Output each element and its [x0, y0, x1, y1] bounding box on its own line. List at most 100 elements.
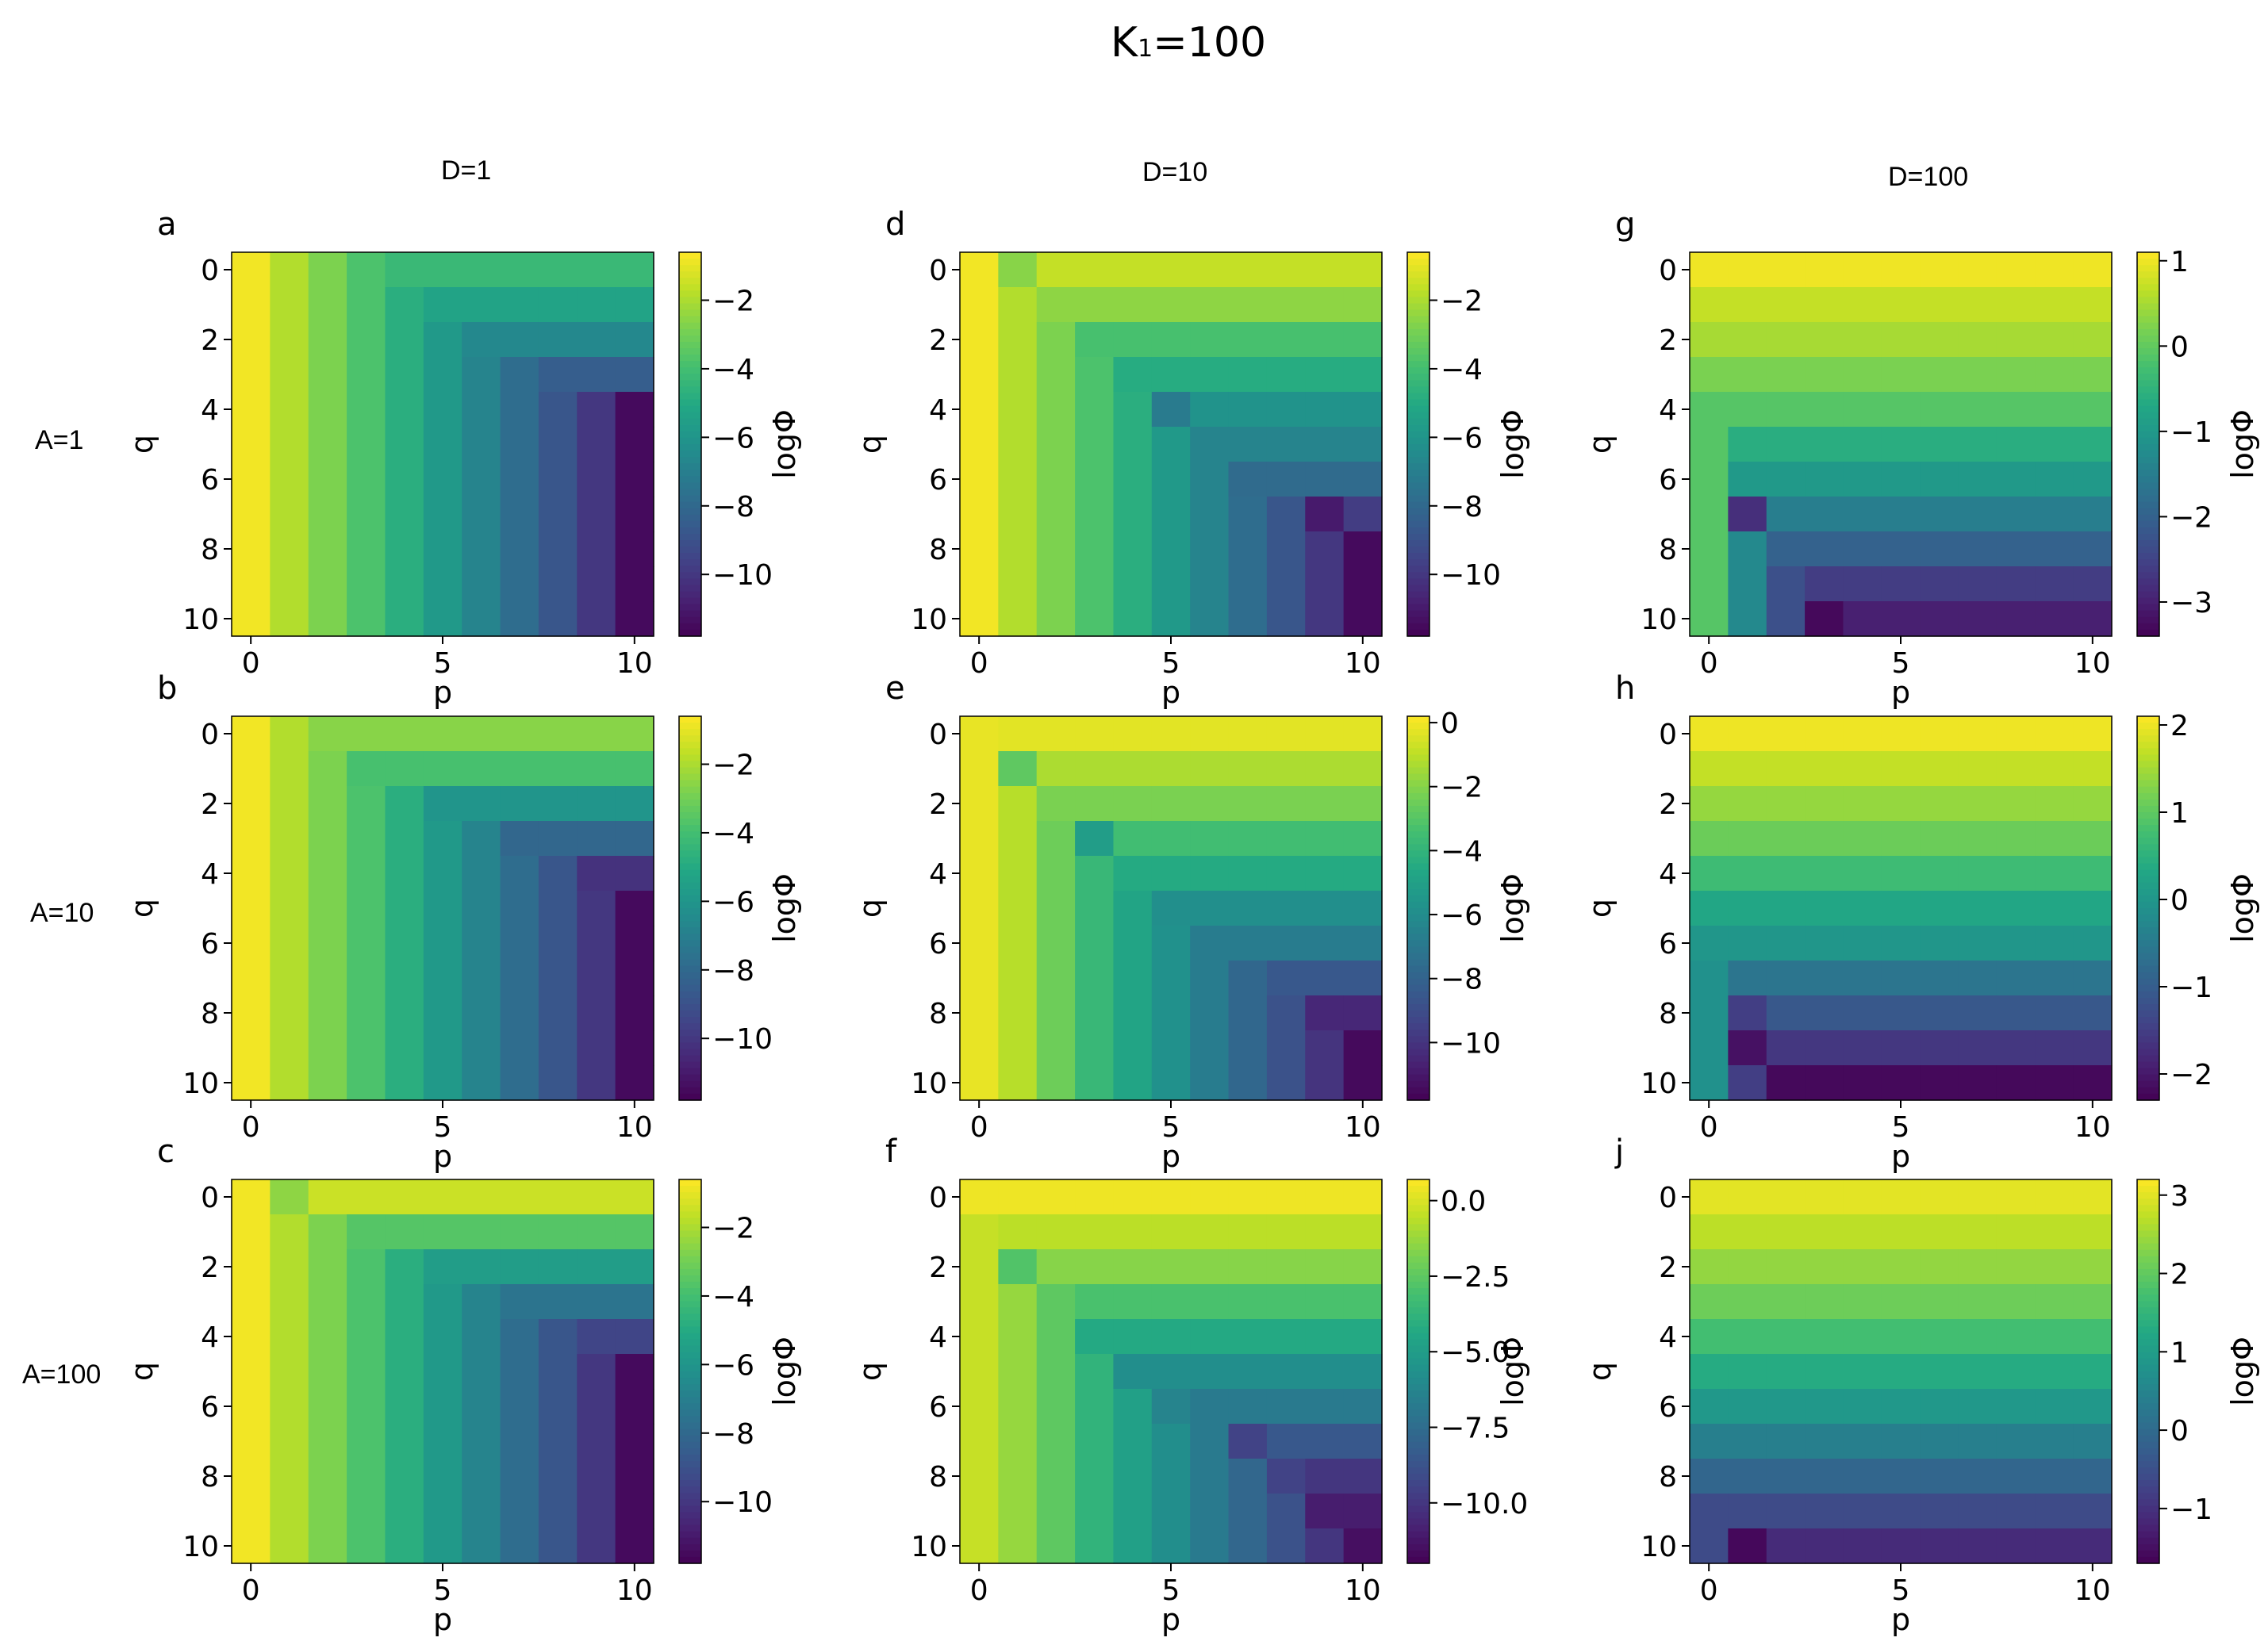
heatmap-cell-c	[308, 1284, 347, 1320]
heatmap-cell-f	[1266, 1179, 1306, 1215]
heatmap-cell-j	[1690, 1284, 1729, 1320]
colorbar-gradient-f	[1407, 1474, 1429, 1481]
heatmap-cell-c	[462, 1179, 501, 1215]
column-title-d100: D=100	[1888, 162, 1969, 192]
heatmap-cell-a	[308, 462, 347, 497]
heatmap-cell-d	[1190, 601, 1230, 637]
colorbar-gradient-b	[679, 946, 701, 954]
heatmap-cell-a	[423, 252, 462, 288]
colorbar-tick-label-e: −6	[1441, 899, 1483, 932]
colorbar-gradient-c	[679, 1345, 701, 1353]
heatmap-cell-a	[538, 252, 578, 288]
colorbar-gradient-j	[2137, 1288, 2159, 1295]
heatmap-cell-j	[1958, 1214, 1997, 1250]
heatmap-cell-d	[1151, 357, 1191, 393]
colorbar-gradient-h	[2137, 792, 2159, 800]
heatmap-cell-e	[1305, 716, 1345, 752]
colorbar-gradient-c	[679, 1282, 701, 1289]
y-tick-label-f: 4	[929, 1321, 947, 1354]
heatmap-cell-g	[1805, 427, 1844, 462]
heatmap-cell-c	[347, 1284, 386, 1320]
colorbar-gradient-b	[679, 831, 701, 838]
colorbar-frame-h	[2136, 715, 2160, 1101]
heatmap-cell-b	[308, 786, 347, 822]
colorbar-gradient-b	[679, 1030, 701, 1037]
heatmap-cell-h	[1843, 1030, 1882, 1066]
heatmap-cell-d	[1266, 392, 1306, 428]
x-tick-label-g: 0	[1700, 647, 1718, 680]
colorbar-gradient-b	[679, 773, 701, 781]
heatmap-cell-g	[1728, 322, 1767, 358]
x-tick-label-j: 5	[1892, 1574, 1910, 1607]
heatmap-cell-f	[1113, 1494, 1153, 1529]
heatmap-cell-c	[347, 1214, 386, 1250]
heatmap-cell-e	[1113, 716, 1153, 752]
heatmap-cell-c	[423, 1389, 462, 1425]
heatmap-cell-h	[1843, 786, 1882, 822]
colorbar-gradient-h	[2137, 946, 2159, 954]
colorbar-tick-label-d: −8	[1441, 491, 1483, 523]
heatmap-cell-a	[385, 252, 424, 288]
heatmap-cell-g	[1920, 531, 1959, 567]
heatmap-cell-d	[1305, 427, 1345, 462]
heatmap-cell-f	[1266, 1284, 1306, 1320]
heatmap-cell-b	[615, 786, 654, 822]
heatmap-cell-j	[1690, 1528, 1729, 1564]
heatmap-cell-c	[462, 1284, 501, 1320]
colorbar-gradient-a	[679, 290, 701, 298]
heatmap-cell-f	[1305, 1389, 1345, 1425]
heatmap-cell-h	[2035, 1030, 2074, 1066]
colorbar-tick-label-j: 3	[2170, 1180, 2189, 1213]
y-tick-label-g: 4	[1659, 394, 1677, 427]
heatmap-cell-d	[1228, 287, 1268, 323]
y-tick-label-a: 2	[201, 324, 219, 357]
y-tick-label-g: 6	[1659, 464, 1677, 497]
heatmap-cell-g	[1690, 427, 1729, 462]
colorbar-gradient-a	[679, 386, 701, 394]
heatmap-cell-e	[1075, 856, 1115, 892]
colorbar-gradient-e	[1407, 863, 1429, 871]
heatmap-cell-f	[1266, 1494, 1306, 1529]
heatmap-cell-f	[1075, 1214, 1115, 1250]
heatmap-cell-h	[2073, 1030, 2113, 1066]
colorbar-gradient-a	[679, 297, 701, 305]
colorbar-gradient-b	[679, 1042, 701, 1050]
heatmap-cell-h	[1690, 1030, 1729, 1066]
heatmap-cell-j	[1728, 1319, 1767, 1355]
y-tick-label-h: 2	[1659, 788, 1677, 821]
colorbar-gradient-e	[1407, 946, 1429, 954]
x-axis-label-f: p	[1161, 1602, 1180, 1637]
x-tick-label-e: 0	[970, 1111, 988, 1144]
colorbar-gradient-a	[679, 527, 701, 535]
heatmap-cell-e	[1190, 1065, 1230, 1101]
heatmap-cell-c	[500, 1249, 539, 1285]
heatmap-cell-c	[232, 1179, 271, 1215]
heatmap-cell-f	[1151, 1179, 1191, 1215]
x-tick-label-b: 5	[434, 1111, 452, 1144]
heatmap-cell-g	[1766, 287, 1806, 323]
heatmap-cell-h	[1881, 821, 1921, 857]
colorbar-gradient-g	[2137, 303, 2159, 311]
colorbar-gradient-a	[679, 444, 701, 451]
heatmap-cell-h	[2035, 716, 2074, 752]
heatmap-cell-g	[1805, 392, 1844, 428]
heatmap-cell-g	[2035, 531, 2074, 567]
heatmap-cell-c	[423, 1354, 462, 1390]
heatmap-cell-d	[1151, 287, 1191, 323]
heatmap-cell-e	[1075, 926, 1115, 961]
heatmap-cell-a	[500, 531, 539, 567]
panel-letter-f: f	[885, 1133, 897, 1170]
colorbar-gradient-g	[2137, 508, 2159, 516]
y-tick-label-g: 8	[1659, 534, 1677, 566]
heatmap-cell-h	[1843, 856, 1882, 892]
heatmap-cell-b	[308, 856, 347, 892]
colorbar-gradient-d	[1407, 341, 1429, 349]
heatmap-cell-d	[1151, 601, 1191, 637]
heatmap-cell-a	[462, 357, 501, 393]
heatmap-cell-b	[308, 926, 347, 961]
heatmap-cell-j	[1920, 1284, 1959, 1320]
heatmap-cell-g	[1805, 357, 1844, 393]
heatmap-cell-h	[2073, 891, 2113, 926]
heatmap-cell-e	[1036, 1030, 1076, 1066]
heatmap-cell-f	[1343, 1284, 1383, 1320]
